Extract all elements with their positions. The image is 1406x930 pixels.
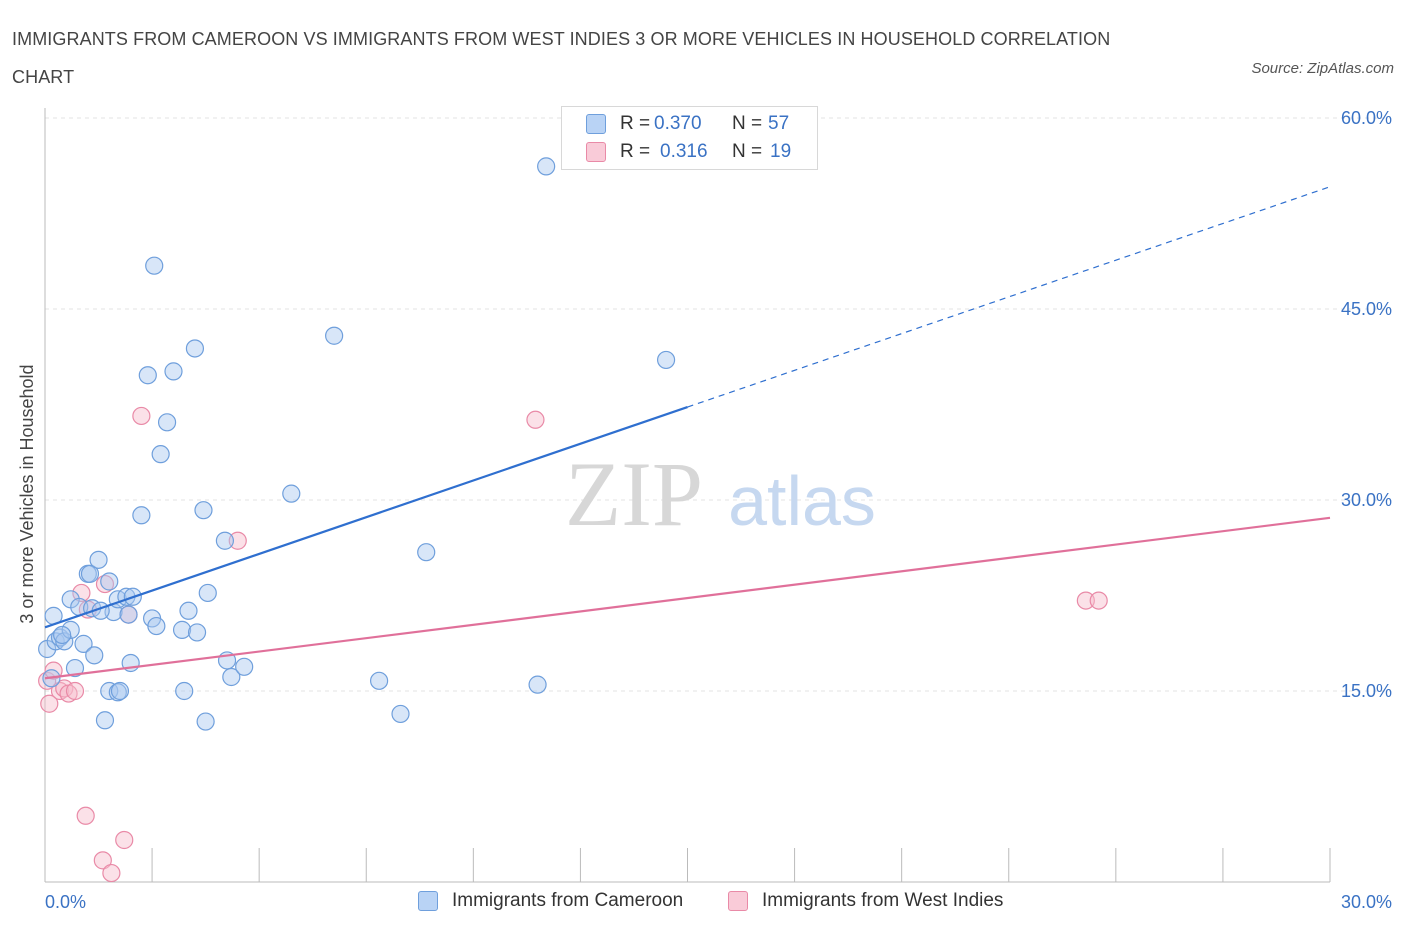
data-point-cameroon xyxy=(147,616,166,636)
y-tick-label: 60.0% xyxy=(1341,108,1392,128)
legend-n-label: N = xyxy=(732,113,763,134)
grid xyxy=(45,117,1390,692)
watermark-atlas: atlas xyxy=(728,462,876,540)
legend-n-value: 19 xyxy=(770,141,792,162)
data-point-west-indies xyxy=(72,583,91,603)
data-point-cameroon xyxy=(187,623,207,642)
bottom-legend-swatch-west-indies xyxy=(728,891,748,911)
watermark: ZIP atlas xyxy=(565,443,876,545)
legend-r-label: R = xyxy=(620,113,651,134)
data-point-cameroon xyxy=(95,711,115,730)
data-point-cameroon xyxy=(164,362,183,381)
data-point-cameroon xyxy=(53,625,72,645)
data-point-west-indies xyxy=(132,406,151,426)
data-point-west-indies xyxy=(115,830,134,850)
trend-line-cameroon-projection xyxy=(687,186,1331,408)
data-point-cameroon xyxy=(65,658,85,678)
data-point-cameroon xyxy=(198,583,217,603)
data-point-cameroon xyxy=(370,671,389,690)
data-point-cameroon xyxy=(89,550,108,569)
data-point-cameroon xyxy=(282,484,301,503)
data-point-cameroon xyxy=(85,646,104,665)
legend-r-value: 0.316 xyxy=(660,141,708,162)
legend-swatch-cameroon xyxy=(586,114,606,134)
legend-n-label: N = xyxy=(732,141,763,162)
x-tick-label: 0.0% xyxy=(45,892,86,912)
legend-n-value: 57 xyxy=(768,113,790,134)
trend-lines xyxy=(44,186,1331,680)
data-point-cameroon xyxy=(194,501,213,520)
correlation-legend: R = 0.370 N = 57 R = 0.316 N = 19 xyxy=(561,106,818,170)
legend-swatch-west-indies xyxy=(586,142,606,162)
data-point-cameroon xyxy=(100,572,119,591)
data-point-west-indies xyxy=(65,681,85,701)
bottom-legend-label: Immigrants from West Indies xyxy=(762,890,1004,911)
data-point-west-indies xyxy=(526,410,545,429)
data-point-cameroon xyxy=(222,667,241,687)
data-point-cameroon xyxy=(157,413,177,432)
data-point-cameroon xyxy=(656,350,676,370)
data-point-cameroon xyxy=(172,620,192,639)
data-point-cameroon xyxy=(138,366,157,385)
source-label: Source: ZipAtlas.com xyxy=(1251,60,1394,77)
data-point-cameroon xyxy=(179,601,198,620)
y-tick-label: 30.0% xyxy=(1341,490,1392,510)
data-point-cameroon xyxy=(185,339,205,358)
data-point-cameroon xyxy=(175,681,194,701)
data-point-cameroon xyxy=(528,675,547,694)
legend-r-label: R = xyxy=(620,141,651,162)
data-point-cameroon xyxy=(196,712,215,731)
trend-line-west-indies xyxy=(44,516,1331,680)
data-point-west-indies xyxy=(102,863,121,883)
y-tick-label: 15.0% xyxy=(1341,681,1392,701)
data-point-cameroon xyxy=(215,531,234,550)
y-axis-title: 3 or more Vehicles in Household xyxy=(17,364,37,623)
data-point-cameroon xyxy=(80,564,100,583)
data-point-cameroon xyxy=(235,657,254,676)
x-tick-label: 30.0% xyxy=(1341,892,1392,912)
data-point-cameroon xyxy=(537,157,556,176)
axes xyxy=(44,108,1331,883)
data-point-west-indies xyxy=(40,694,59,713)
data-point-cameroon xyxy=(417,543,436,562)
data-point-west-indies xyxy=(93,851,112,870)
data-point-west-indies xyxy=(76,806,95,825)
tick-labels: 15.0% 30.0% 45.0% 60.0% 0.0% 30.0% 3 or more V… xyxy=(17,108,1392,912)
chart-title: IMMIGRANTS FROM CAMEROON VS IMMIGRANTS F… xyxy=(12,29,1111,87)
data-point-cameroon xyxy=(74,634,93,653)
data-point-cameroon xyxy=(151,445,170,464)
bottom-legend-swatch-cameroon xyxy=(418,891,438,911)
data-point-cameroon xyxy=(391,704,410,724)
y-tick-label: 45.0% xyxy=(1341,299,1392,319)
data-point-cameroon xyxy=(132,506,151,525)
trend-line-cameroon xyxy=(44,406,688,629)
legend-r-value: 0.370 xyxy=(654,113,702,134)
data-point-west-indies xyxy=(1089,591,1108,610)
data-point-cameroon xyxy=(145,256,164,275)
data-point-cameroon xyxy=(61,620,80,639)
data-point-west-indies xyxy=(1076,591,1095,610)
data-point-cameroon xyxy=(119,605,138,624)
bottom-legend-label: Immigrants from Cameroon xyxy=(452,890,684,911)
data-point-west-indies xyxy=(228,531,247,550)
data-point-cameroon xyxy=(110,681,130,701)
watermark-zip: ZIP xyxy=(565,443,703,545)
data-point-cameroon xyxy=(325,326,344,345)
series-cameroon xyxy=(38,157,676,731)
